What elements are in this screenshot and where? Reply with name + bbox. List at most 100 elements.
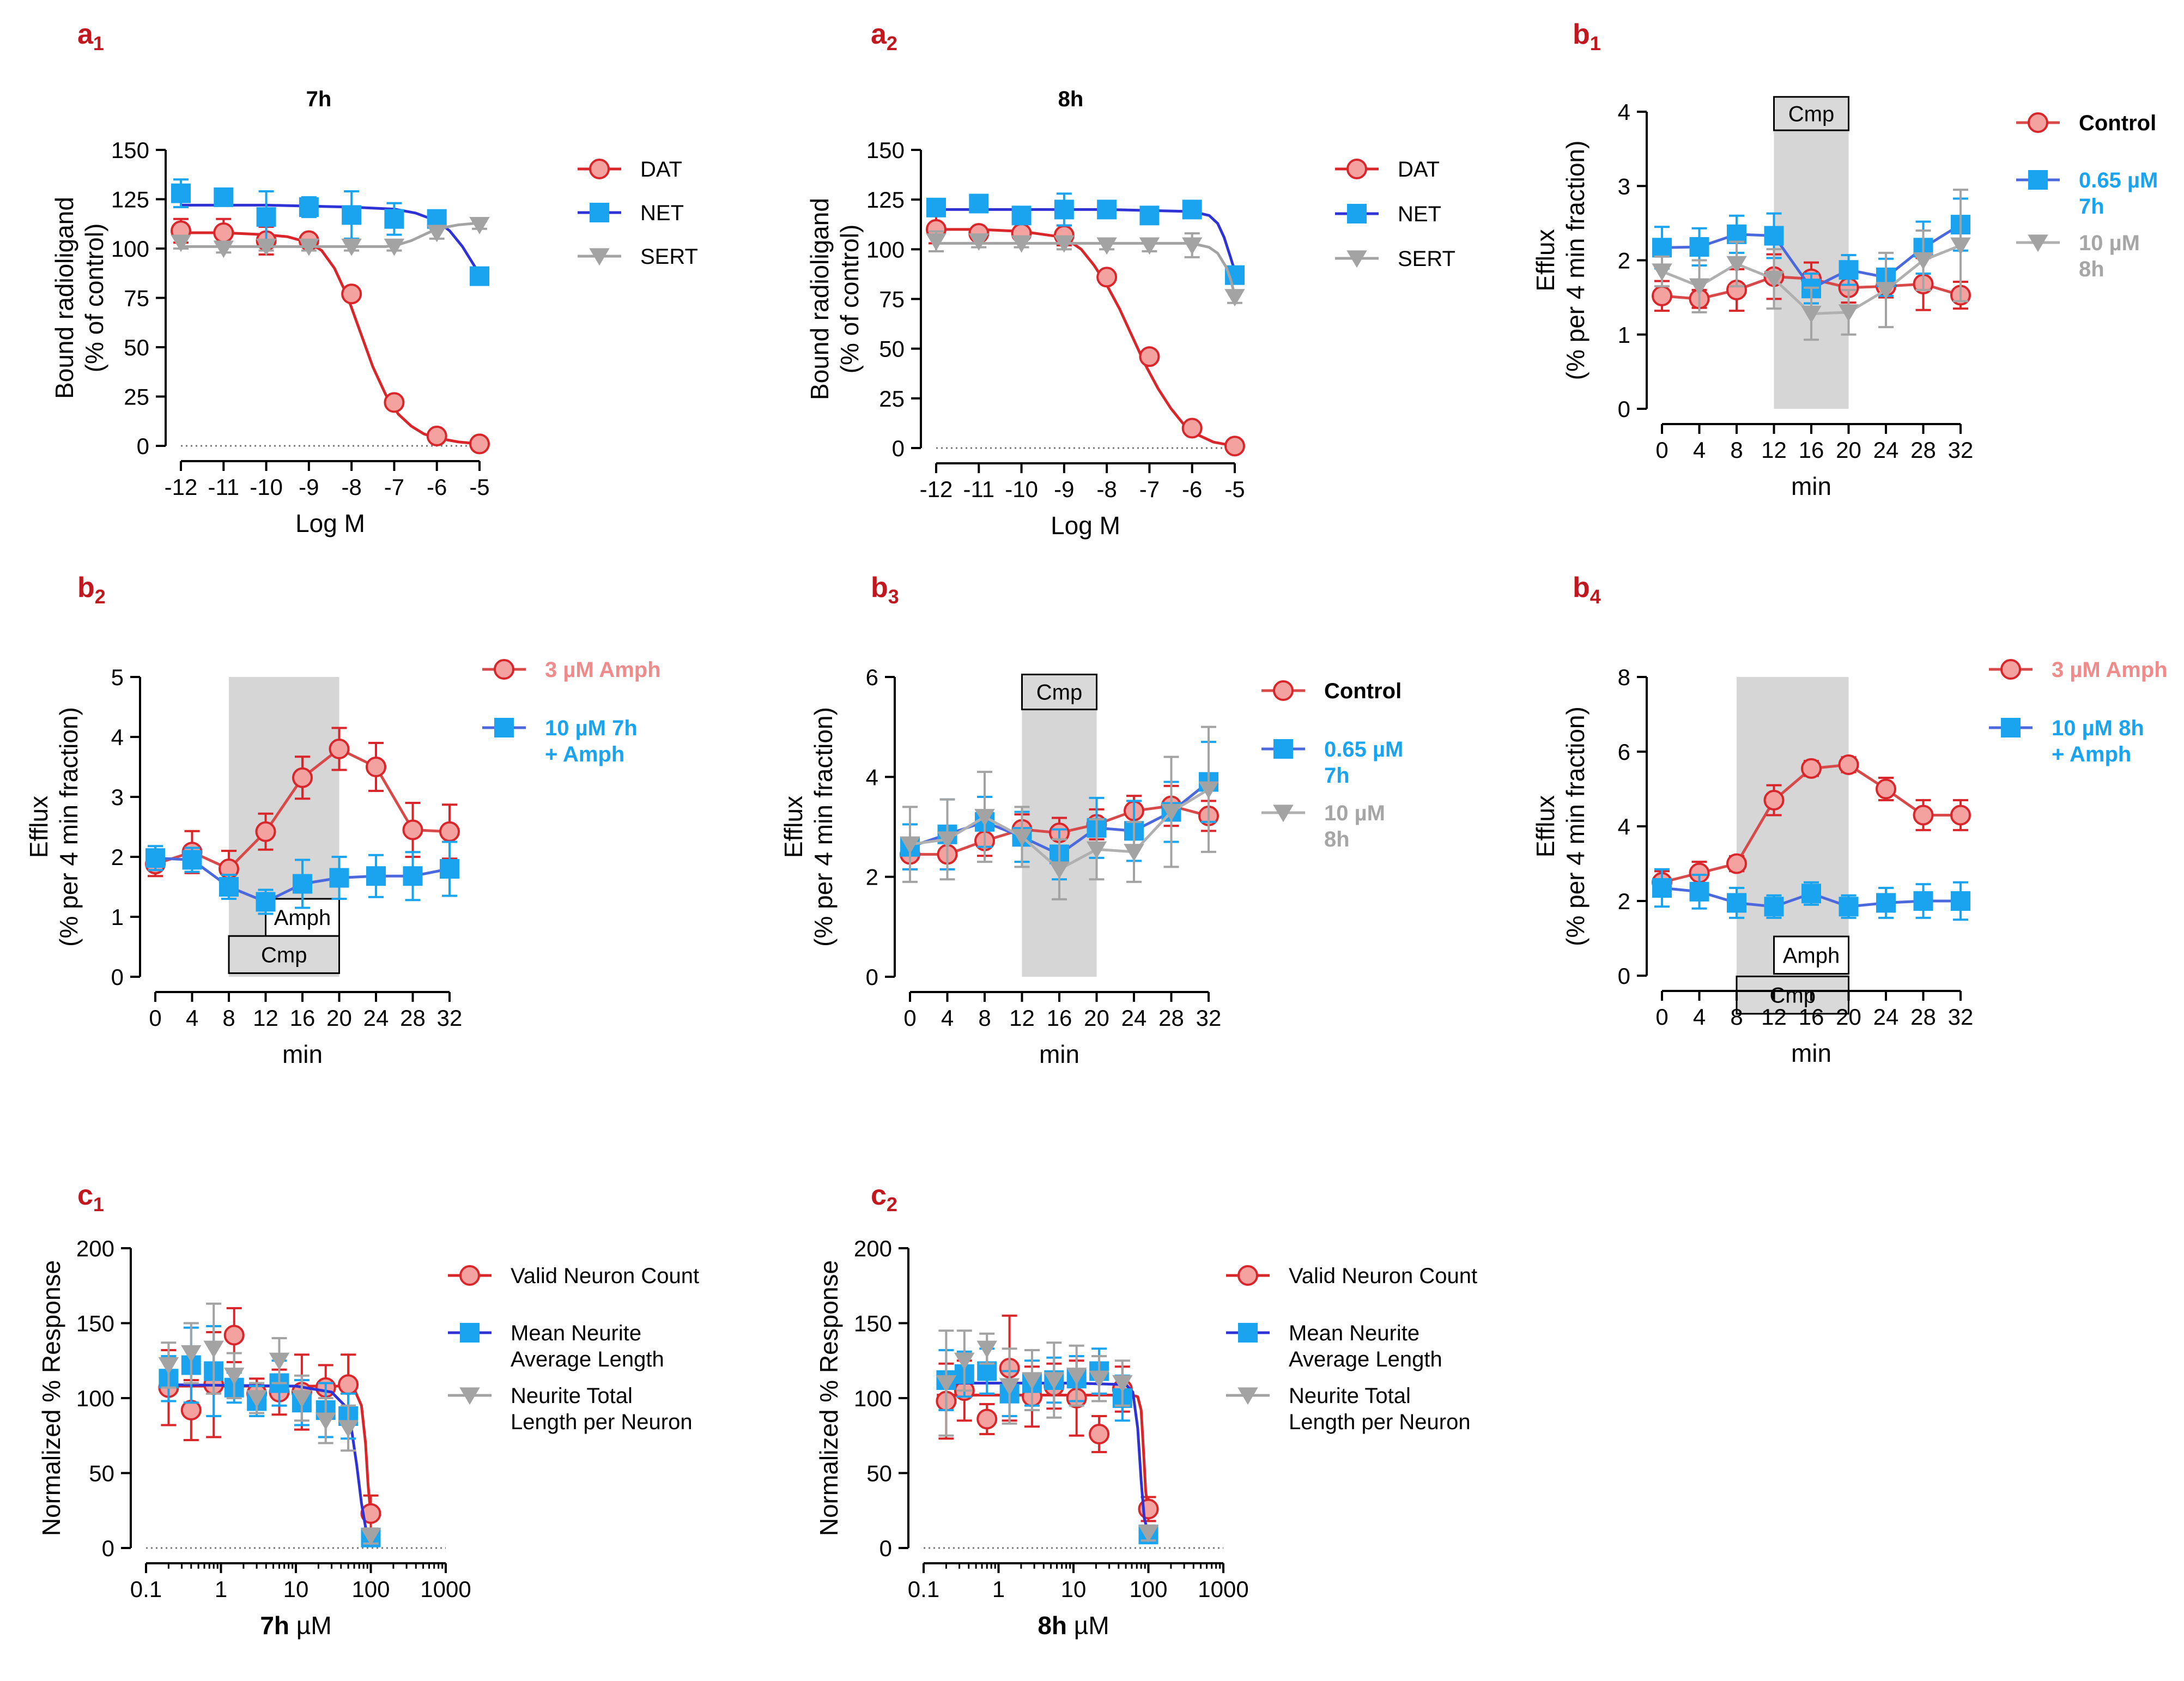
y-tick-label: 75 [879,287,905,312]
legend-swatch-marker [1237,1387,1258,1405]
data-point [1801,306,1822,323]
x-tick-label: -9 [299,474,319,500]
data-point [1839,260,1859,280]
legend-item: NET [578,201,684,225]
panel-label-a1: a1 [77,19,104,55]
chart-title: 7h [306,87,332,111]
legend-swatch-marker [1237,1265,1258,1286]
data-point [1054,199,1074,220]
legend-label: Valid Neuron Count [511,1264,699,1288]
data-point [338,1420,359,1438]
x-tick-label: 16 [1799,437,1824,463]
data-point [1763,790,1785,811]
series-10-m-7h-amph [145,840,459,915]
data-point [213,240,234,258]
x-tick-label: 12 [1009,1005,1035,1031]
x-tick-label: 12 [1761,1004,1787,1030]
legend-swatch-marker [1273,739,1293,759]
legend-label: 10 µM [1324,801,1385,825]
data-point [219,877,239,897]
legend-label: 10 µM 7h [545,716,638,740]
data-point [384,209,404,229]
x-tick-label: -9 [1054,476,1074,502]
x-tick-label: -6 [427,474,447,500]
data-point [360,1528,381,1546]
data-point [203,1340,224,1358]
data-point [384,392,405,413]
panel-label-a2: a2 [871,19,897,55]
label-box-cmp [1736,975,1849,1015]
y-tick-label: 100 [111,236,149,262]
legend-label: Control [2079,111,2156,135]
legend-label: DAT [640,158,682,182]
data-point [900,836,920,854]
legend-swatch-marker [2001,718,2021,737]
data-point [1764,226,1784,246]
legend-label: 3 µM Amph [545,658,661,682]
data-point [366,757,386,777]
legend-label: Length per Neuron [1289,1410,1471,1434]
legend-swatch-marker [1273,680,1294,701]
series-3-m-amph [1652,754,1971,895]
data-point [341,283,362,305]
data-point [1913,252,1934,270]
x-tick-label: 24 [1121,1005,1147,1031]
y-axis-label-line2: (% of control) [835,225,864,374]
y-tick-label: 0 [866,964,878,990]
series-dat [926,214,1245,457]
x-tick-label: 32 [1948,437,1974,463]
legend-swatch-marker [1346,159,1367,179]
data-point [299,197,319,217]
data-point [1011,235,1032,253]
data-point [439,821,460,842]
legend-swatch-marker [590,203,609,222]
data-point [292,1390,312,1408]
data-point [1913,805,1934,826]
legend-label: 10 µM [2079,231,2140,255]
label-box-text: Amph [1783,944,1840,968]
legend-label: Length per Neuron [511,1410,693,1434]
legend-item: DAT [1335,158,1440,182]
y-axis-label-line2: (% per 4 min fraction) [1561,706,1590,946]
data-point [403,866,423,886]
data-point [360,1503,381,1524]
panel-label-b2: b2 [77,572,106,608]
x-tick-label: 8 [222,1005,235,1031]
y-tick-label: 200 [76,1236,114,1261]
data-point [1022,1372,1042,1390]
x-axis-label: min [282,1040,323,1068]
data-point [1139,205,1160,226]
data-point [1689,278,1710,296]
y-tick-label: 100 [854,1386,892,1411]
data-point [1689,237,1709,257]
data-point [1950,237,1971,255]
data-point [968,233,990,251]
legend-swatch-marker [2028,234,2048,252]
data-point [299,238,319,256]
legend-label: NET [1398,202,1441,226]
data-point [936,1375,957,1393]
legend-item: Valid Neuron Count [448,1264,699,1288]
data-point [1089,1424,1110,1444]
legend-item: NET [1335,202,1441,226]
data-point [182,850,202,870]
y-tick-label: 0 [137,433,149,459]
x-tick-label: 20 [326,1005,352,1031]
data-point [1838,304,1859,322]
legend-swatch-marker [459,1265,480,1286]
x-axis-label: Log M [1051,511,1120,540]
y-tick-label: 4 [1618,814,1630,839]
y-tick-label: 125 [111,187,149,213]
x-tick-label: 8 [1730,437,1743,463]
legend-item: DAT [578,158,682,182]
x-tick-label: -12 [920,476,953,502]
legend-label: NET [640,201,684,225]
y-tick-label: 0 [111,964,124,990]
chart-title: 8h [1058,87,1084,111]
data-point [1181,418,1203,439]
x-tick-label: 24 [363,1005,389,1031]
data-point [214,187,234,207]
panel-label-b4: b4 [1573,572,1601,608]
